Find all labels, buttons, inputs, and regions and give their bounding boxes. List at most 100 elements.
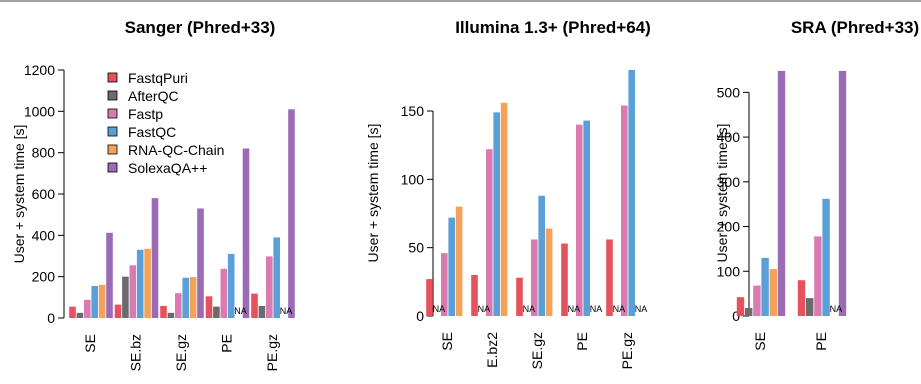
x-category-label: PE.gz	[619, 332, 635, 369]
y-tick-label: 600	[32, 186, 56, 202]
na-label: NA	[590, 304, 603, 314]
x-category-label: SE	[439, 332, 455, 351]
bar-fastp	[814, 236, 822, 316]
bar-fastqpuri	[114, 304, 122, 318]
bar-fastqc	[493, 112, 500, 316]
bar-rna-qc-chain	[455, 206, 463, 316]
y-tick-label: 150	[401, 103, 425, 119]
bar-fastp	[486, 149, 493, 316]
bar-fastqpuri	[160, 306, 167, 318]
bar-fastp	[84, 299, 91, 318]
legend-swatch	[107, 108, 118, 119]
bar-fastqpuri	[516, 277, 523, 316]
bar-fastp	[175, 293, 182, 318]
bar-fastp	[753, 285, 761, 316]
y-axis-label-2: User + system time [s]	[714, 124, 730, 263]
y-tick-label: 0	[416, 308, 424, 324]
legend-label: AfterQC	[128, 88, 179, 104]
legend-swatch	[107, 126, 118, 137]
bar-fastp	[621, 105, 628, 317]
legend-swatch	[107, 90, 118, 101]
na-label: NA	[830, 304, 843, 314]
bar-fastqc	[538, 195, 545, 316]
bar-fastqc	[227, 253, 235, 318]
na-label: NA	[280, 306, 293, 316]
bar-fastqpuri	[561, 243, 568, 316]
bar-rna-qc-chain	[189, 277, 197, 318]
legend-label: RNA-QC-Chain	[128, 142, 224, 158]
na-label: NA	[523, 304, 536, 314]
x-category-label: SE.bz	[128, 334, 144, 371]
bar-fastqc	[822, 198, 830, 316]
bar-solexaqa-	[242, 148, 250, 318]
bar-fastqc	[583, 120, 590, 316]
y-tick-label: 0	[47, 310, 55, 326]
bar-fastp	[576, 124, 583, 317]
bar-fastqpuri	[797, 280, 806, 316]
bar-fastp	[220, 268, 228, 318]
legend-swatch	[107, 162, 118, 173]
bar-fastqc	[136, 249, 144, 318]
y-tick-label: 300	[717, 174, 741, 190]
bar-fastp	[129, 265, 137, 318]
x-category-label: E.bz2	[484, 332, 500, 368]
x-category-label: PE.gz	[264, 334, 280, 371]
na-label: NA	[568, 304, 581, 314]
y-tick-label: 1200	[24, 62, 55, 78]
x-category-label: SE	[82, 334, 98, 353]
y-tick-label: 400	[717, 129, 741, 145]
y-tick-label: 500	[717, 84, 741, 100]
bar-solexaqa-	[288, 109, 295, 319]
legend-swatch	[107, 72, 118, 83]
bar-fastqc	[628, 70, 635, 316]
na-label: NA	[234, 306, 247, 316]
chart-title-2: SRA (Phred+33)	[791, 18, 919, 37]
bar-solexaqa-	[838, 70, 847, 316]
bar-fastqpuri	[606, 239, 613, 316]
bar-afterqc	[213, 306, 220, 318]
bar-solexaqa-	[106, 232, 113, 318]
y-tick-label: 400	[32, 227, 56, 243]
bar-fastp	[441, 253, 448, 316]
y-tick-label: 0	[732, 308, 740, 324]
bar-fastqc	[448, 217, 455, 316]
y-tick-label: 50	[408, 240, 424, 256]
bar-rna-qc-chain	[769, 269, 777, 316]
y-tick-label: 1000	[24, 103, 55, 119]
legend-swatch	[107, 144, 118, 155]
y-tick-label: 200	[717, 219, 741, 235]
bar-rna-qc-chain	[98, 284, 106, 318]
bar-fastqpuri	[205, 296, 213, 318]
y-axis-label-0: User + system time [s]	[11, 125, 27, 264]
legend-label: Fastp	[128, 106, 163, 122]
legend-label: FastQC	[128, 124, 176, 140]
bar-fastqpuri	[426, 279, 433, 316]
bar-rna-qc-chain	[545, 228, 553, 316]
chart-title-0: Sanger (Phred+33)	[125, 18, 276, 37]
x-category-label: PE	[219, 334, 235, 353]
legend-label: SolexaQA++	[128, 160, 207, 176]
x-category-label: PE	[813, 332, 829, 351]
na-label: NA	[635, 304, 648, 314]
bar-fastqpuri	[736, 297, 745, 316]
bar-solexaqa-	[777, 70, 786, 316]
bar-afterqc	[258, 306, 266, 318]
bar-afterqc	[122, 276, 129, 318]
y-tick-label: 800	[32, 145, 56, 161]
bar-fastqc	[273, 237, 280, 318]
bar-fastqpuri	[69, 306, 76, 318]
bar-afterqc	[806, 298, 814, 316]
bar-fastqc	[761, 257, 769, 316]
bar-rna-qc-chain	[144, 248, 151, 318]
y-tick-label: 200	[32, 269, 56, 285]
x-category-label: SE.gz	[529, 332, 545, 369]
bar-afterqc	[167, 312, 175, 318]
bar-afterqc	[745, 307, 753, 316]
y-tick-label: 100	[717, 263, 741, 279]
bar-fastqc	[182, 277, 189, 318]
x-category-label: SE.gz	[173, 334, 189, 371]
x-category-label: PE	[574, 332, 590, 351]
x-category-label: SE	[752, 332, 768, 351]
